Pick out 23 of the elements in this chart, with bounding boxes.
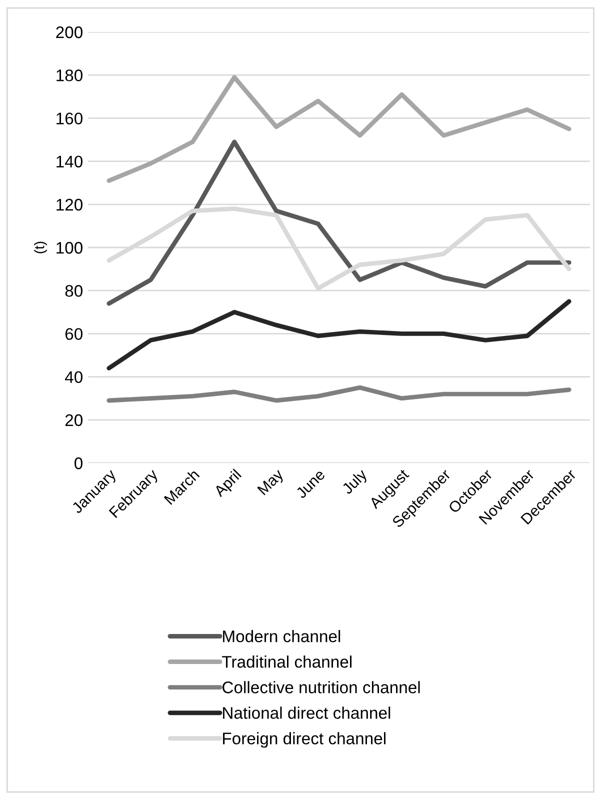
legend-label: Collective nutrition channel (222, 681, 420, 694)
legend-label: Modern channel (223, 630, 340, 642)
y-tick-label: 80 (65, 285, 82, 297)
legend-label: Foreign direct channel (223, 732, 386, 748)
line-series (106, 385, 572, 403)
x-tick-label: May (257, 468, 286, 498)
y-tick-label: 120 (56, 198, 82, 211)
y-tick-label: 100 (56, 242, 82, 254)
y-tick-label: 40 (64, 371, 82, 384)
y-tick-label: 60 (65, 328, 82, 340)
x-tick-label: July (340, 468, 370, 497)
y-tick-label: 180 (56, 70, 82, 82)
line-series (106, 299, 572, 370)
y-tick-label: 0 (74, 457, 82, 470)
y-axis-title: (t) (34, 242, 47, 254)
y-tick-label: 20 (65, 414, 82, 426)
y-tick-label: 200 (56, 26, 82, 38)
y-tick-label: 140 (56, 156, 82, 168)
y-tick-label: 160 (56, 112, 82, 124)
legend-label: Traditinal channel (222, 656, 352, 668)
legend-label: National direct channel (223, 706, 390, 719)
line-series (106, 140, 572, 306)
line-series (106, 75, 572, 183)
